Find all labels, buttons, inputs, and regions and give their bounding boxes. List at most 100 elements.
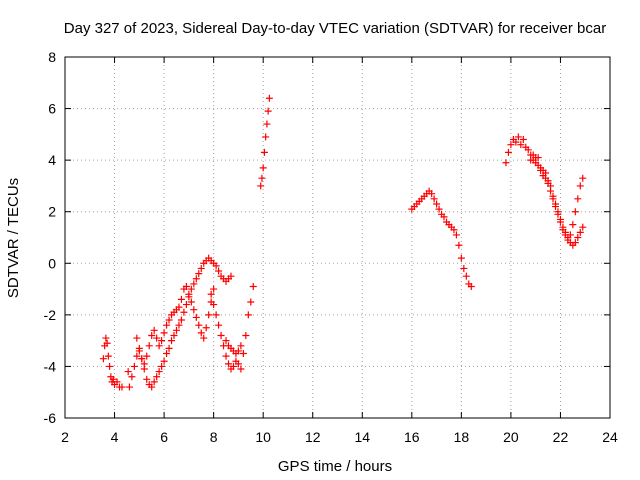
data-point-marker (259, 164, 267, 172)
data-point-marker (175, 321, 183, 329)
data-point-marker (462, 272, 470, 280)
series-segment-1 (99, 334, 126, 391)
data-point-marker (249, 282, 257, 290)
data-point-marker (192, 313, 200, 321)
data-point-marker (576, 182, 584, 190)
x-tick-label: 24 (602, 429, 618, 445)
data-point-marker (544, 179, 552, 187)
data-point-marker (524, 146, 532, 154)
y-tick-label: 4 (48, 152, 56, 168)
data-point-marker (158, 362, 166, 370)
data-point-marker (103, 339, 111, 347)
y-tick-label: 8 (48, 49, 56, 65)
data-point-marker (450, 226, 458, 234)
data-point-marker (564, 236, 572, 244)
data-point-marker (138, 355, 146, 363)
data-point-marker (217, 331, 225, 339)
data-point-marker (225, 360, 232, 368)
chart-title: Day 327 of 2023, Sidereal Day-to-day VTE… (64, 20, 606, 37)
x-tick-label: 22 (553, 429, 569, 445)
data-point-marker (180, 308, 188, 316)
series-segment-9 (527, 151, 587, 244)
series-segment-7 (408, 187, 475, 290)
data-point-marker (118, 383, 126, 391)
data-point-marker (264, 107, 272, 115)
data-point-marker (124, 368, 132, 376)
data-point-marker (207, 290, 215, 298)
data-point-marker (128, 373, 136, 381)
data-point-marker (172, 326, 180, 334)
data-point-marker (579, 174, 587, 182)
data-point-marker (566, 231, 574, 239)
data-point-marker (542, 169, 550, 177)
data-point-marker (227, 272, 235, 280)
y-tick-label: -4 (44, 358, 57, 374)
data-point-marker (155, 368, 163, 376)
data-point-marker (239, 350, 247, 358)
y-tick-label: -2 (44, 307, 57, 323)
y-tick-label: 2 (48, 204, 56, 220)
data-point-marker (222, 337, 230, 345)
series-segment-2 (124, 254, 235, 391)
data-point-marker (532, 154, 540, 162)
data-point-marker (148, 383, 156, 391)
data-point-marker (455, 241, 463, 249)
data-point-marker (534, 161, 542, 169)
series-segment-5 (222, 337, 245, 358)
data-point-marker (113, 378, 121, 386)
data-point-marker (571, 239, 579, 247)
data-point-marker (229, 362, 237, 370)
data-point-marker (258, 174, 266, 182)
data-point-marker (182, 301, 190, 309)
y-axis-label: SDTVAR / TECUs (5, 178, 22, 298)
data-point-marker (150, 378, 158, 386)
data-point-marker (197, 264, 205, 272)
data-point-marker (195, 270, 203, 278)
data-point-marker (559, 226, 567, 234)
data-point-marker (457, 254, 465, 262)
data-point-marker (165, 316, 173, 324)
x-tick-label: 20 (503, 429, 519, 445)
data-point-marker (197, 329, 205, 337)
data-point-marker (148, 331, 156, 339)
data-point-marker (200, 334, 208, 342)
x-tick-label: 12 (305, 429, 321, 445)
data-point-marker (517, 141, 525, 149)
data-point-marker (260, 148, 268, 156)
data-point-marker (168, 337, 176, 345)
x-tick-label: 8 (210, 429, 218, 445)
data-point-marker (574, 234, 582, 241)
data-point-marker (187, 298, 195, 306)
data-series (99, 94, 587, 391)
data-point-marker (549, 195, 557, 203)
data-point-marker (145, 342, 153, 350)
y-tick-label: 6 (48, 101, 56, 117)
series-segment-4 (207, 282, 257, 373)
data-point-marker (569, 221, 577, 229)
data-point-marker (109, 375, 117, 383)
plot-frame (64, 56, 611, 419)
data-point-marker (125, 383, 133, 391)
x-tick-label: 18 (454, 429, 470, 445)
data-point-marker (507, 141, 515, 149)
data-point-marker (452, 231, 460, 239)
data-point-marker (428, 190, 436, 198)
data-point-marker (514, 133, 522, 141)
data-point-marker (182, 282, 190, 290)
data-point-marker (185, 290, 193, 298)
x-tick-label: 4 (111, 429, 119, 445)
data-point-marker (195, 321, 203, 329)
data-point-marker (160, 329, 168, 337)
series-segment-6 (257, 94, 273, 190)
data-point-marker (435, 205, 443, 213)
data-point-marker (512, 138, 520, 146)
data-point-marker (215, 321, 223, 329)
data-point-marker (547, 187, 555, 195)
data-point-marker (579, 223, 587, 231)
data-point-marker (99, 355, 107, 363)
data-point-marker (143, 375, 151, 383)
data-point-marker (170, 331, 178, 339)
data-point-marker (527, 156, 535, 164)
data-point-marker (262, 133, 270, 141)
data-point-marker (150, 326, 158, 334)
